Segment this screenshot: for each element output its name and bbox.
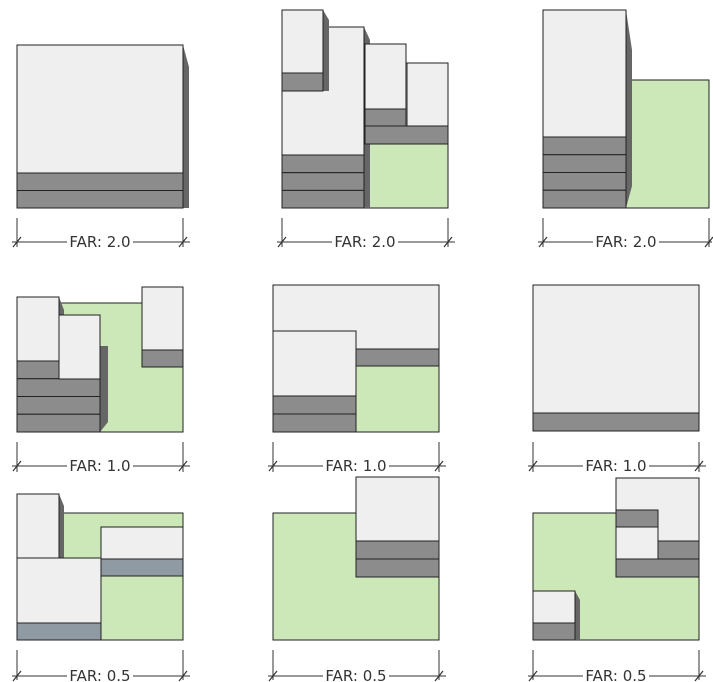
building-top [532,284,700,414]
far-label: FAR: 2.0 [595,233,656,251]
dimension-line [538,218,713,248]
building-top [100,526,184,560]
far-label: FAR: 2.0 [334,233,395,251]
tower-top [58,314,101,380]
floor-band [272,413,357,433]
floor-band [16,396,101,415]
floor-band [542,154,627,173]
far-panel-8: FAR: 0.5 [268,476,446,682]
dimension-line [12,650,190,682]
far-panel-5: FAR: 1.0 [268,284,446,475]
far-panel-2: FAR: 2.0 [277,9,455,251]
building-shadow [626,10,632,208]
floor-band [281,189,365,209]
floor-band [281,154,365,174]
tower-top [281,9,324,74]
far-panel-4: FAR: 1.0 [12,286,190,475]
floor-band [355,348,440,367]
dimension-line [12,218,190,248]
floor-band [657,540,700,560]
floor-band [542,189,627,209]
far-label: FAR: 1.0 [585,457,646,475]
lot [355,365,440,433]
floor-band [16,190,184,209]
floor-band [542,172,627,191]
building-top [272,330,357,397]
far-panel-1: FAR: 2.0 [12,44,190,251]
far-label: FAR: 0.5 [69,667,130,682]
floor-band [542,136,627,156]
floor-band [364,108,407,127]
floor-band [364,125,449,145]
lot [364,143,449,209]
tower-top [532,590,576,624]
floor-band [272,395,357,415]
floor-band [16,172,184,191]
floor-band [16,413,101,433]
far-panel-6: FAR: 1.0 [528,284,706,475]
floor-band [281,172,365,191]
building-top [355,476,440,542]
building-shadow [323,10,329,91]
dimension-line [528,650,706,682]
far-panel-7: FAR: 0.5 [12,493,190,682]
building-top [615,526,659,560]
far-label: FAR: 0.5 [325,667,386,682]
far-panel-3: FAR: 2.0 [538,9,713,251]
floor-band [355,558,440,578]
dimension-line [268,650,446,682]
floor-band [16,622,102,641]
floor-band [532,622,576,641]
dimension-line [12,442,190,472]
floor-band [532,412,700,432]
building-shadow [100,346,108,432]
floor-band [141,349,184,368]
tower-top [16,493,60,559]
building-top [16,44,184,174]
floor-band [16,378,101,397]
far-label: FAR: 0.5 [585,667,646,682]
dimension-line [528,442,706,472]
floor-band [615,558,700,578]
building-shadow [59,494,64,558]
dimension-line [268,442,446,472]
building-top [542,9,627,138]
far-label: FAR: 1.0 [69,457,130,475]
dimension-line [277,218,455,248]
floor-band [281,72,324,92]
building-1 [16,44,189,209]
building-top [16,557,102,624]
building-shadow [575,591,580,640]
far-label: FAR: 1.0 [325,457,386,475]
floor-band [615,509,659,528]
tower-top [406,62,449,127]
building-shadow [183,45,189,208]
floor-band [355,540,440,560]
tower-top [16,296,60,362]
lot [625,79,710,209]
far-panel-9: FAR: 0.5 [528,477,706,682]
far-label: FAR: 2.0 [69,233,130,251]
tower-top [364,43,407,110]
tower-top [141,286,184,351]
floor-band [100,558,184,577]
